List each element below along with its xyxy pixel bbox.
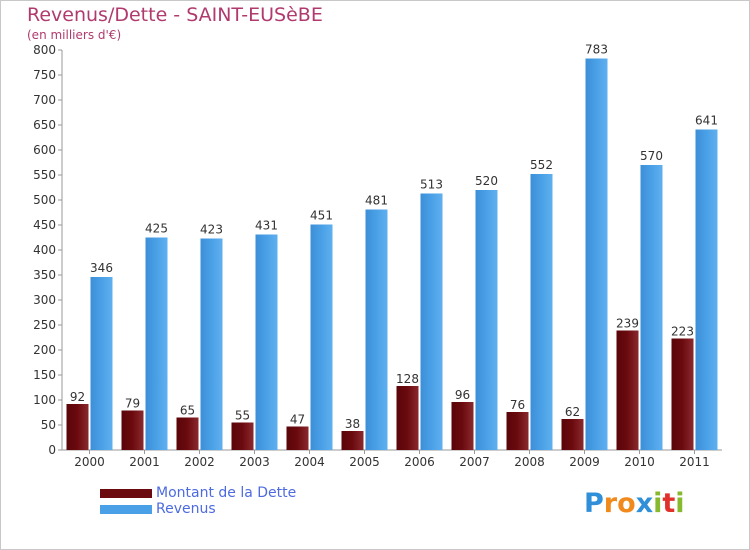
x-tick-label: 2008 <box>514 455 545 469</box>
bar-revenus <box>90 277 113 450</box>
y-tick-label: 200 <box>33 343 56 357</box>
logo-letter: x <box>635 488 654 519</box>
y-tick-label: 300 <box>33 293 56 307</box>
data-label-revenus: 520 <box>475 174 498 188</box>
logo-letter: r <box>603 488 618 519</box>
data-label-revenus: 423 <box>200 223 223 237</box>
legend: Montant de la Dette Revenus <box>100 485 296 517</box>
y-tick-label: 700 <box>33 93 56 107</box>
data-label-dette: 92 <box>70 390 85 404</box>
logo-letter: i <box>653 488 663 519</box>
data-label-revenus: 783 <box>585 43 608 57</box>
bar-revenus <box>310 224 333 450</box>
y-tick-label: 400 <box>33 243 56 257</box>
bar-dette <box>286 426 309 450</box>
x-tick-label: 2009 <box>569 455 600 469</box>
x-tick-label: 2003 <box>239 455 270 469</box>
chart-subtitle: (en milliers d'€) <box>27 28 122 42</box>
bar-dette <box>506 412 529 450</box>
y-tick-label: 600 <box>33 143 56 157</box>
data-label-revenus: 552 <box>530 158 553 172</box>
data-label-dette: 38 <box>345 417 360 431</box>
x-tick-label: 2004 <box>294 455 325 469</box>
y-tick-label: 50 <box>41 418 56 432</box>
data-label-revenus: 481 <box>365 194 388 208</box>
bar-revenus <box>585 58 608 450</box>
y-tick-label: 450 <box>33 218 56 232</box>
data-label-dette: 47 <box>290 413 305 427</box>
logo-letter: t <box>662 488 676 519</box>
bar-dette <box>231 422 254 450</box>
data-label-dette: 62 <box>565 405 580 419</box>
bar-revenus <box>420 193 443 450</box>
legend-swatch-dette <box>100 488 152 498</box>
x-tick-label: 2007 <box>459 455 490 469</box>
y-tick-label: 0 <box>48 443 56 457</box>
bar-dette <box>561 419 584 450</box>
data-label-dette: 55 <box>235 409 250 423</box>
proxiti-logo: Proxiti <box>584 488 685 519</box>
bar-revenus <box>695 129 718 450</box>
x-tick-label: 2001 <box>129 455 160 469</box>
x-tick-label: 2006 <box>404 455 435 469</box>
y-tick-label: 150 <box>33 368 56 382</box>
data-label-revenus: 570 <box>640 149 663 163</box>
x-tick-label: 2011 <box>679 455 710 469</box>
legend-swatch-revenus <box>100 504 152 514</box>
y-tick-label: 650 <box>33 118 56 132</box>
data-label-revenus: 641 <box>695 114 718 128</box>
bar-revenus <box>365 209 388 450</box>
data-label-revenus: 425 <box>145 222 168 236</box>
logo-letter: i <box>675 488 685 519</box>
x-tick-label: 2002 <box>184 455 215 469</box>
y-tick-label: 250 <box>33 318 56 332</box>
y-tick-label: 550 <box>33 168 56 182</box>
legend-item-dette: Montant de la Dette <box>100 485 296 501</box>
logo-letter: o <box>617 488 636 519</box>
y-tick-label: 800 <box>33 43 56 57</box>
bar-dette <box>616 330 639 450</box>
legend-label-revenus: Revenus <box>156 501 216 517</box>
data-label-dette: 96 <box>455 388 470 402</box>
legend-label-dette: Montant de la Dette <box>156 485 297 501</box>
bar-dette <box>451 402 474 450</box>
bar-dette <box>176 417 199 450</box>
bar-dette <box>121 410 144 450</box>
bar-revenus <box>255 234 278 450</box>
data-label-dette: 223 <box>671 325 694 339</box>
y-tick-label: 500 <box>33 193 56 207</box>
legend-item-revenus: Revenus <box>100 501 296 517</box>
x-tick-label: 2005 <box>349 455 380 469</box>
data-label-revenus: 513 <box>420 178 443 192</box>
x-tick-label: 2010 <box>624 455 655 469</box>
chart-title: Revenus/Dette - SAINT-EUSèBE <box>27 4 323 26</box>
data-label-dette: 76 <box>510 398 525 412</box>
data-label-dette: 128 <box>396 372 419 386</box>
data-label-dette: 239 <box>616 317 639 331</box>
data-label-revenus: 431 <box>255 219 278 233</box>
y-tick-label: 100 <box>33 393 56 407</box>
bar-revenus <box>200 238 223 450</box>
bar-dette <box>341 431 364 450</box>
bar-dette <box>671 338 694 450</box>
y-tick-label: 750 <box>33 68 56 82</box>
x-tick-label: 2000 <box>74 455 105 469</box>
data-label-revenus: 451 <box>310 209 333 223</box>
data-label-dette: 65 <box>180 404 195 418</box>
data-label-revenus: 346 <box>90 261 113 275</box>
bar-dette <box>66 404 89 450</box>
bar-revenus <box>475 190 498 450</box>
data-label-dette: 79 <box>125 397 140 411</box>
logo-letter: P <box>584 488 604 519</box>
bar-dette <box>396 386 419 450</box>
bar-revenus <box>640 165 663 450</box>
bar-revenus <box>145 237 168 450</box>
bar-revenus <box>530 174 553 450</box>
y-tick-label: 350 <box>33 268 56 282</box>
